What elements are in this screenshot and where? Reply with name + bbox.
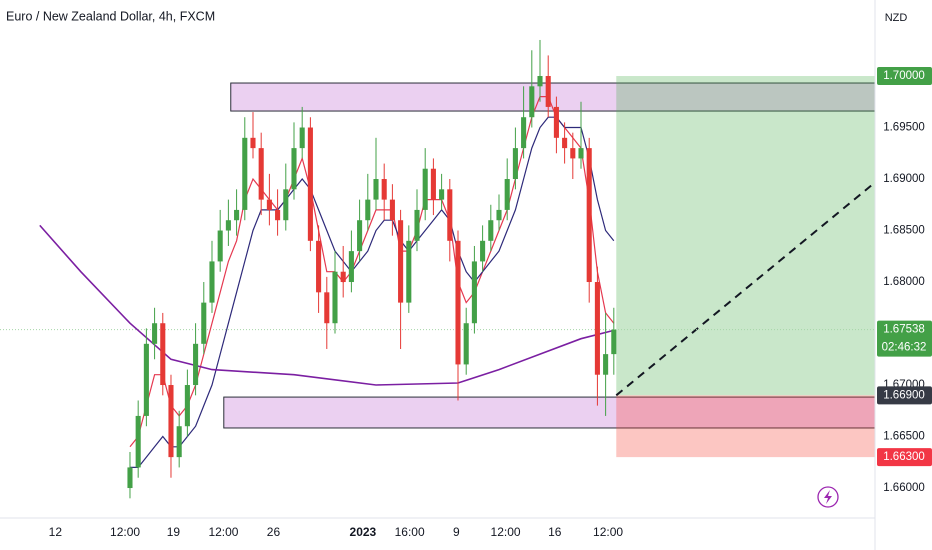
candle-body (603, 354, 609, 375)
candle-body (562, 137, 568, 149)
candle-body (389, 199, 395, 221)
candle-body (422, 168, 428, 210)
x-tick-label: 12:00 (491, 525, 521, 539)
chart-title: Euro / New Zealand Dollar, 4h, FXCM (6, 9, 215, 23)
candle-body (455, 240, 461, 365)
candle-body (381, 179, 387, 200)
y-tick-label: 1.68500 (883, 225, 925, 237)
moving-average (130, 116, 615, 468)
x-tick-label: 12:00 (110, 525, 140, 539)
zone (230, 82, 876, 112)
candle-body (545, 76, 551, 107)
candle-body (488, 220, 494, 241)
x-tick-label: 16:00 (395, 525, 425, 539)
candle-body (512, 148, 518, 180)
candle-body (594, 282, 600, 375)
candle-body (611, 329, 617, 355)
alert-icon[interactable] (817, 486, 839, 508)
target-tag-bg (877, 67, 932, 86)
candle-body (537, 76, 543, 87)
y-tick-label: 1.66000 (883, 482, 925, 494)
candle-body (521, 117, 527, 149)
moving-average (39, 224, 614, 386)
x-tick-label: 26 (267, 525, 281, 539)
candle-body (529, 86, 535, 118)
candle-body (143, 343, 149, 416)
candle-body (299, 127, 305, 149)
candle-body (357, 220, 363, 252)
entry-tag-bg (877, 386, 932, 405)
stop-tag-bg (877, 448, 932, 467)
loss-zone (616, 395, 875, 458)
candle-body (127, 467, 133, 489)
x-tick-label: 2023 (350, 525, 377, 539)
candle-body (152, 323, 158, 344)
candle-body (225, 220, 231, 231)
candle-body (234, 209, 240, 221)
x-tick-label: 9 (453, 525, 460, 539)
candle-body (430, 168, 436, 200)
candle-body (184, 385, 190, 427)
candle-body (316, 240, 322, 293)
candle-body (496, 209, 502, 221)
zones (0, 76, 876, 458)
candle-body (266, 199, 272, 210)
x-tick-label: 12:00 (208, 525, 238, 539)
y-tick-label: 1.69500 (883, 122, 925, 134)
x-tick-label: 12 (49, 525, 63, 539)
candle-body (201, 302, 207, 344)
candle-body (258, 148, 264, 200)
candle-body (168, 385, 174, 458)
stop-tag: 1.66300 (883, 451, 925, 463)
candle-body (570, 148, 576, 159)
candle-body (463, 323, 469, 365)
candle-body (348, 251, 354, 283)
y-tick-label: 1.66500 (883, 431, 925, 443)
candle-body (480, 240, 486, 262)
currency: NZD (885, 12, 908, 24)
candle-body (307, 127, 313, 241)
candle-body (340, 271, 346, 283)
y-tick-label: 1.69000 (883, 173, 925, 185)
candle-body (283, 189, 289, 221)
zone (223, 396, 876, 429)
y-tick-label: 1.68000 (883, 276, 925, 288)
candle-body (398, 220, 404, 303)
candle-body (160, 323, 166, 386)
candle-body (365, 199, 371, 221)
candle-body (324, 292, 330, 324)
candle-body (135, 415, 141, 468)
x-tick-label: 19 (167, 525, 181, 539)
countdown: 02:46:32 (882, 342, 927, 354)
candle-body (275, 209, 281, 221)
candle-body (406, 240, 412, 303)
candle-body (553, 106, 559, 138)
target-tag: 1.70000 (883, 70, 925, 82)
candle-body (578, 148, 584, 159)
x-tick-label: 12:00 (593, 525, 623, 539)
candle-body (217, 230, 223, 262)
candle-body (332, 271, 338, 324)
candle-body (242, 137, 248, 210)
candle-body (447, 189, 453, 241)
candle-body (209, 261, 215, 303)
candle-body (373, 179, 379, 200)
candle-body (504, 179, 510, 210)
entry-tag: 1.66900 (883, 389, 925, 401)
candle-body (586, 148, 592, 283)
last-price-tag: 1.67538 (883, 324, 925, 336)
candle-body (471, 261, 477, 324)
candle-body (414, 209, 420, 241)
candle-body (176, 426, 182, 458)
candle-body (193, 343, 199, 386)
last-price-tag-bg (877, 320, 932, 357)
profit-zone (616, 76, 875, 396)
candles (127, 39, 617, 499)
x-tick-label: 16 (548, 525, 562, 539)
candle-body (439, 189, 445, 200)
candle-body (250, 137, 256, 149)
candle-body (291, 148, 297, 190)
